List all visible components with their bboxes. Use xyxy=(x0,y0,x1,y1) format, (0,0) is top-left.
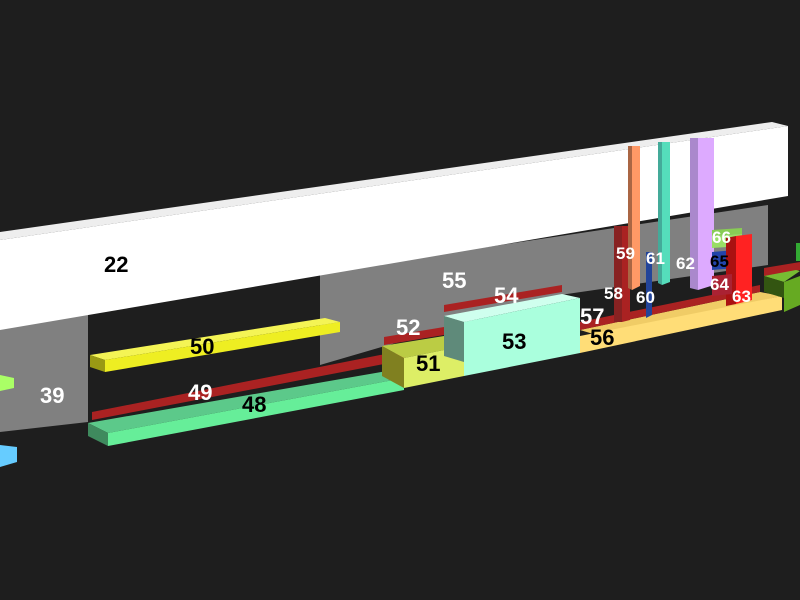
block-59-front xyxy=(632,146,640,290)
label-62: 62 xyxy=(676,254,695,273)
label-52: 52 xyxy=(396,315,420,340)
block-50-front xyxy=(105,322,340,372)
label-64: 64 xyxy=(710,275,729,294)
block-52-strip xyxy=(384,327,444,345)
block-far-right-front xyxy=(784,276,800,312)
label-63: 63 xyxy=(732,287,751,306)
block-51-top xyxy=(382,336,464,358)
back-panel-left xyxy=(0,310,88,432)
label-53: 53 xyxy=(502,329,526,354)
label-55: 55 xyxy=(442,268,466,293)
label-60: 60 xyxy=(636,288,655,307)
block-48-side xyxy=(88,423,108,446)
block-48-front xyxy=(108,378,404,446)
block-53-front xyxy=(464,298,580,376)
block-far-right-top-green xyxy=(796,243,800,261)
block-64-front xyxy=(712,274,732,296)
label-54: 54 xyxy=(494,283,519,308)
block-61-front xyxy=(662,142,670,285)
label-49: 49 xyxy=(188,380,212,405)
block-far-right-side xyxy=(764,276,784,298)
block-53-side xyxy=(444,316,464,362)
block-50-top xyxy=(90,318,340,360)
block-62-front xyxy=(698,138,714,290)
label-48: 48 xyxy=(242,392,266,417)
block-22-front xyxy=(0,126,788,330)
block-50-side xyxy=(90,355,105,372)
block-66-top xyxy=(712,228,742,236)
block-58-side xyxy=(614,226,622,322)
block-62-side xyxy=(690,138,698,290)
block-63-front xyxy=(736,234,752,304)
back-panel-right xyxy=(320,205,768,365)
label-39: 39 xyxy=(40,383,64,408)
block-53-top xyxy=(444,294,580,322)
block-49-strip xyxy=(92,352,405,420)
label-50: 50 xyxy=(190,334,214,359)
block-far-right-top xyxy=(764,270,800,282)
label-51: 51 xyxy=(416,351,440,376)
label-59: 59 xyxy=(616,244,635,263)
label-56: 56 xyxy=(590,325,614,350)
block-48-top xyxy=(88,368,404,433)
edge-block-green xyxy=(0,375,14,391)
block-60-front xyxy=(646,252,652,318)
edge-block-blue xyxy=(0,445,17,467)
label-66: 66 xyxy=(712,228,731,247)
block-59-side xyxy=(628,146,632,290)
block-56-front xyxy=(580,296,782,353)
label-65: 65 xyxy=(710,252,729,271)
block-55-strip xyxy=(444,285,562,312)
block-52-side xyxy=(382,346,404,388)
label-58: 58 xyxy=(604,284,623,303)
label-22: 22 xyxy=(104,252,128,277)
block-22-top xyxy=(0,122,788,240)
label-61: 61 xyxy=(646,249,665,268)
label-57: 57 xyxy=(580,304,604,329)
block-far-right-strip xyxy=(764,262,800,276)
block-61-side xyxy=(658,142,662,285)
